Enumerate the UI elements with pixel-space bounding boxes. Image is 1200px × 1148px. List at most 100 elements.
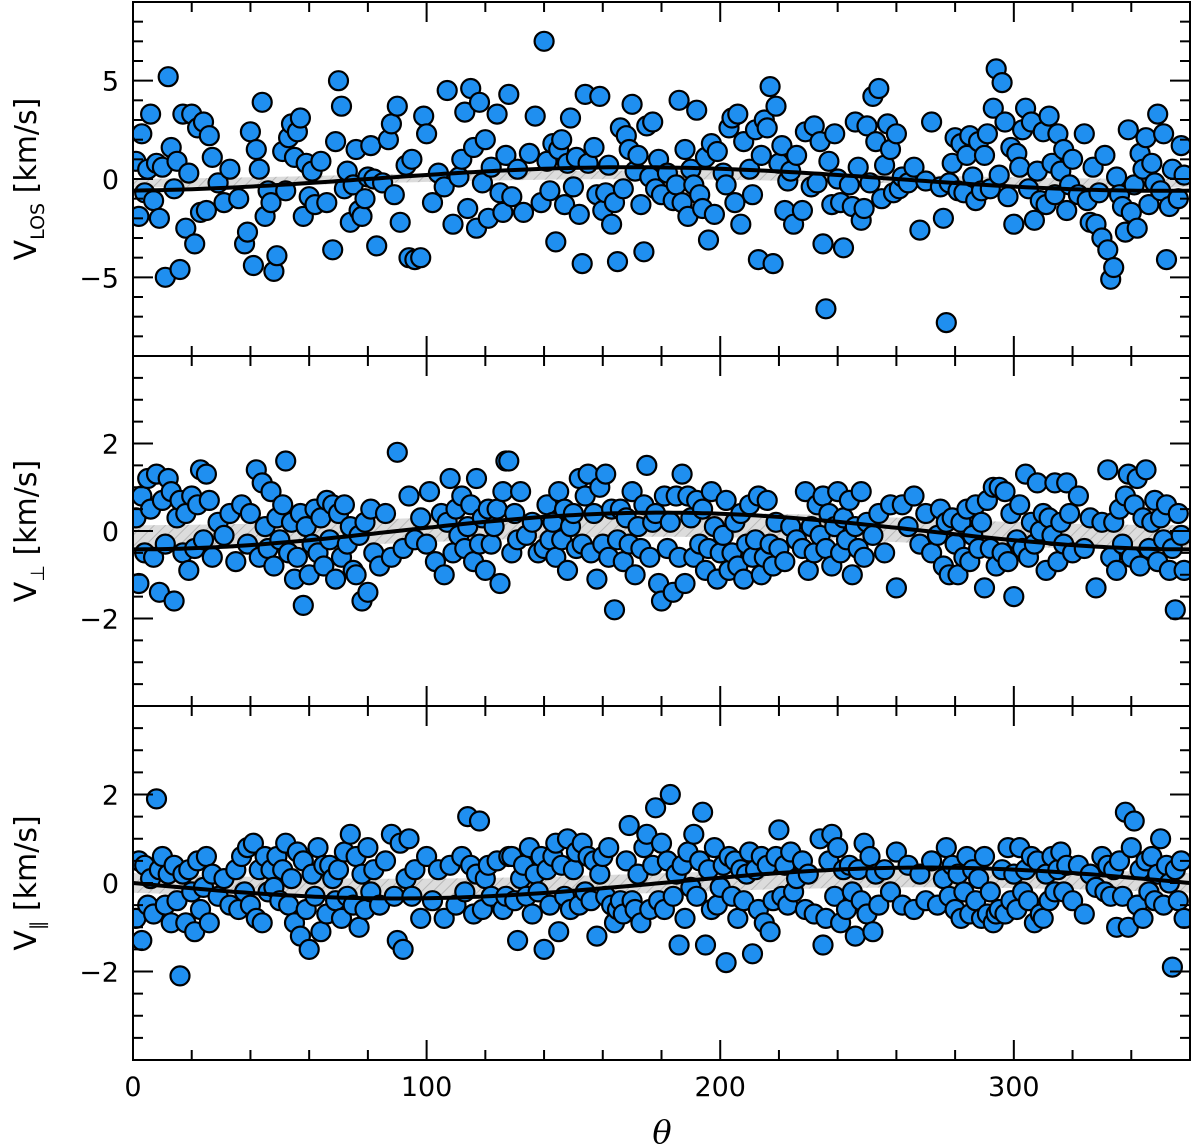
data-point [1009, 156, 1031, 178]
data-point [624, 564, 646, 586]
data-point [292, 594, 314, 617]
data-point [175, 217, 197, 239]
data-point [1167, 502, 1189, 525]
data-point [741, 184, 764, 206]
data-point [973, 845, 996, 868]
data-point [392, 938, 414, 961]
data-point [706, 140, 728, 163]
data-point [1088, 182, 1110, 204]
data-point [1026, 472, 1048, 494]
data-point [1123, 810, 1145, 832]
data-point [506, 929, 529, 952]
data-point [636, 454, 658, 476]
y-tick-label: 0 [102, 869, 119, 900]
data-point [1105, 166, 1128, 188]
data-point [1032, 907, 1054, 930]
data-point [853, 197, 875, 220]
data-point [903, 485, 925, 507]
data-point [756, 117, 778, 139]
data-point [1085, 577, 1107, 599]
y-tick-label: 2 [102, 781, 119, 812]
data-point [442, 213, 464, 235]
data-point [398, 485, 420, 507]
data-point [932, 207, 955, 229]
data-point [715, 489, 737, 511]
panel-vpar: −2 0 2 V∥ [km/s] [9, 705, 1191, 1061]
data-point [178, 162, 200, 184]
data-point [703, 203, 726, 225]
data-point [421, 890, 444, 912]
data-point [421, 192, 444, 214]
data-point [598, 154, 620, 176]
data-point [765, 95, 787, 117]
data-point [213, 524, 235, 547]
data-point [133, 929, 153, 952]
data-point [644, 797, 667, 819]
data-point [671, 463, 693, 485]
data-point [1149, 828, 1172, 850]
data-point [195, 463, 217, 485]
data-point [727, 103, 749, 125]
data-point [818, 150, 840, 172]
data-point [856, 115, 878, 137]
panel-vperp: −2 0 2 V⊥ [km/s] [9, 355, 1191, 707]
data-point [539, 180, 561, 202]
data-point [862, 524, 884, 547]
data-point [815, 298, 837, 320]
data-point [374, 502, 397, 525]
data-point [1132, 907, 1154, 930]
data-point [195, 199, 217, 222]
data-point [562, 176, 585, 198]
data-point [410, 907, 432, 930]
data-point [1167, 890, 1189, 912]
data-point [383, 184, 405, 206]
data-point [474, 129, 496, 151]
data-point [454, 101, 476, 123]
data-point [236, 221, 259, 243]
data-point [266, 245, 288, 267]
data-point [401, 148, 423, 170]
data-point [524, 105, 546, 127]
data-point [627, 144, 649, 166]
y-tick-label: 2 [102, 430, 119, 461]
data-point [278, 894, 300, 916]
data-point [600, 213, 623, 235]
data-point [468, 810, 491, 832]
data-point [245, 138, 267, 161]
data-point [480, 533, 502, 555]
data-point [982, 97, 1004, 119]
data-point [148, 207, 170, 229]
data-point [1120, 836, 1142, 859]
data-point [832, 237, 855, 259]
y-tick-label: 5 [102, 67, 119, 98]
data-point [548, 921, 570, 943]
data-point [1003, 585, 1025, 608]
data-point [750, 144, 772, 166]
data-point [824, 123, 846, 145]
data-point [198, 912, 220, 934]
x-tick-label: 200 [694, 1072, 746, 1103]
data-point [433, 564, 455, 586]
data-point [448, 166, 470, 188]
data-point [1135, 459, 1157, 481]
x-axis-label: θ [652, 1113, 671, 1148]
data-point [169, 258, 191, 281]
data-point [201, 146, 223, 168]
data-point [730, 213, 752, 235]
data-point [1061, 890, 1084, 912]
data-point [686, 885, 708, 907]
data-point [812, 233, 834, 255]
data-point [568, 203, 590, 225]
data-point [330, 95, 353, 117]
data-point [994, 481, 1016, 503]
data-point [1009, 494, 1031, 516]
data-point [727, 907, 749, 930]
data-point [841, 564, 863, 586]
data-point [1061, 148, 1084, 170]
data-point [979, 881, 1001, 903]
data-point [595, 463, 617, 485]
y-tick-label: −2 [79, 605, 119, 636]
data-point [1073, 537, 1095, 560]
data-point [603, 599, 626, 621]
